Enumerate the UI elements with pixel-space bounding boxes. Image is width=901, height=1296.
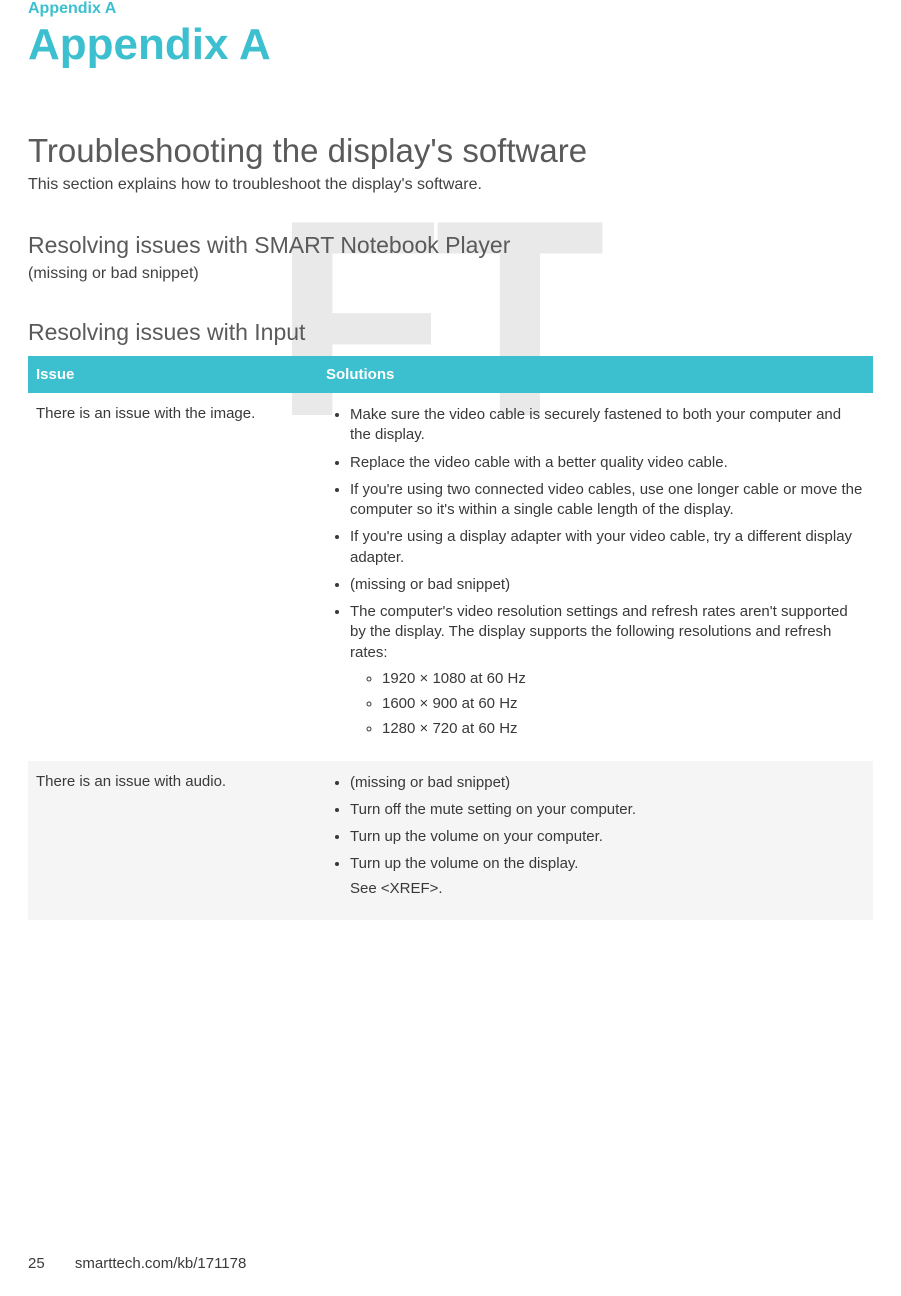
issue-cell: There is an issue with audio. — [28, 761, 318, 920]
resolution-sublist: 1920 × 1080 at 60 Hz 1600 × 900 at 60 Hz… — [350, 669, 865, 740]
breadcrumb: Appendix A — [28, 0, 873, 18]
list-item-text: The computer's video resolution settings… — [350, 603, 848, 661]
list-item: 1920 × 1080 at 60 Hz — [382, 669, 865, 689]
list-item: Turn up the volume on your computer. — [350, 827, 865, 847]
list-item: Replace the video cable with a better qu… — [350, 453, 865, 473]
subsection-heading: Resolving issues with Input — [28, 319, 873, 346]
issues-table: Issue Solutions There is an issue with t… — [28, 356, 873, 920]
xref-text: See <XREF>. — [350, 879, 865, 899]
page-footer: 25 smarttech.com/kb/171178 — [28, 1255, 246, 1272]
list-item-text: Turn up the volume on the display. — [350, 855, 578, 872]
section-description: This section explains how to troubleshoo… — [28, 176, 873, 194]
solutions-list: (missing or bad snippet) Turn off the mu… — [326, 773, 865, 899]
list-item: (missing or bad snippet) — [350, 575, 865, 595]
solutions-cell: (missing or bad snippet) Turn off the mu… — [318, 761, 873, 920]
list-item: If you're using two connected video cabl… — [350, 480, 865, 521]
section-heading: Troubleshooting the display's software — [28, 132, 873, 170]
page-content: Appendix A Appendix A Troubleshooting th… — [28, 0, 873, 920]
list-item: (missing or bad snippet) — [350, 773, 865, 793]
list-item: If you're using a display adapter with y… — [350, 527, 865, 568]
table-row: There is an issue with the image. Make s… — [28, 393, 873, 761]
list-item: 1600 × 900 at 60 Hz — [382, 694, 865, 714]
list-item: 1280 × 720 at 60 Hz — [382, 719, 865, 739]
page-title: Appendix A — [28, 20, 873, 70]
issue-cell: There is an issue with the image. — [28, 393, 318, 761]
snippet-text: (missing or bad snippet) — [28, 265, 873, 283]
list-item: The computer's video resolution settings… — [350, 602, 865, 740]
table-header-row: Issue Solutions — [28, 356, 873, 393]
table-row: There is an issue with audio. (missing o… — [28, 761, 873, 920]
list-item: Turn up the volume on the display. See <… — [350, 854, 865, 899]
solutions-cell: Make sure the video cable is securely fa… — [318, 393, 873, 761]
page-number: 25 — [28, 1255, 45, 1272]
footer-url: smarttech.com/kb/171178 — [75, 1255, 246, 1272]
solutions-list: Make sure the video cable is securely fa… — [326, 405, 865, 740]
list-item: Turn off the mute setting on your comput… — [350, 800, 865, 820]
list-item: Make sure the video cable is securely fa… — [350, 405, 865, 446]
table-header-issue: Issue — [28, 356, 318, 393]
subsection-heading: Resolving issues with SMART Notebook Pla… — [28, 232, 873, 259]
table-header-solutions: Solutions — [318, 356, 873, 393]
